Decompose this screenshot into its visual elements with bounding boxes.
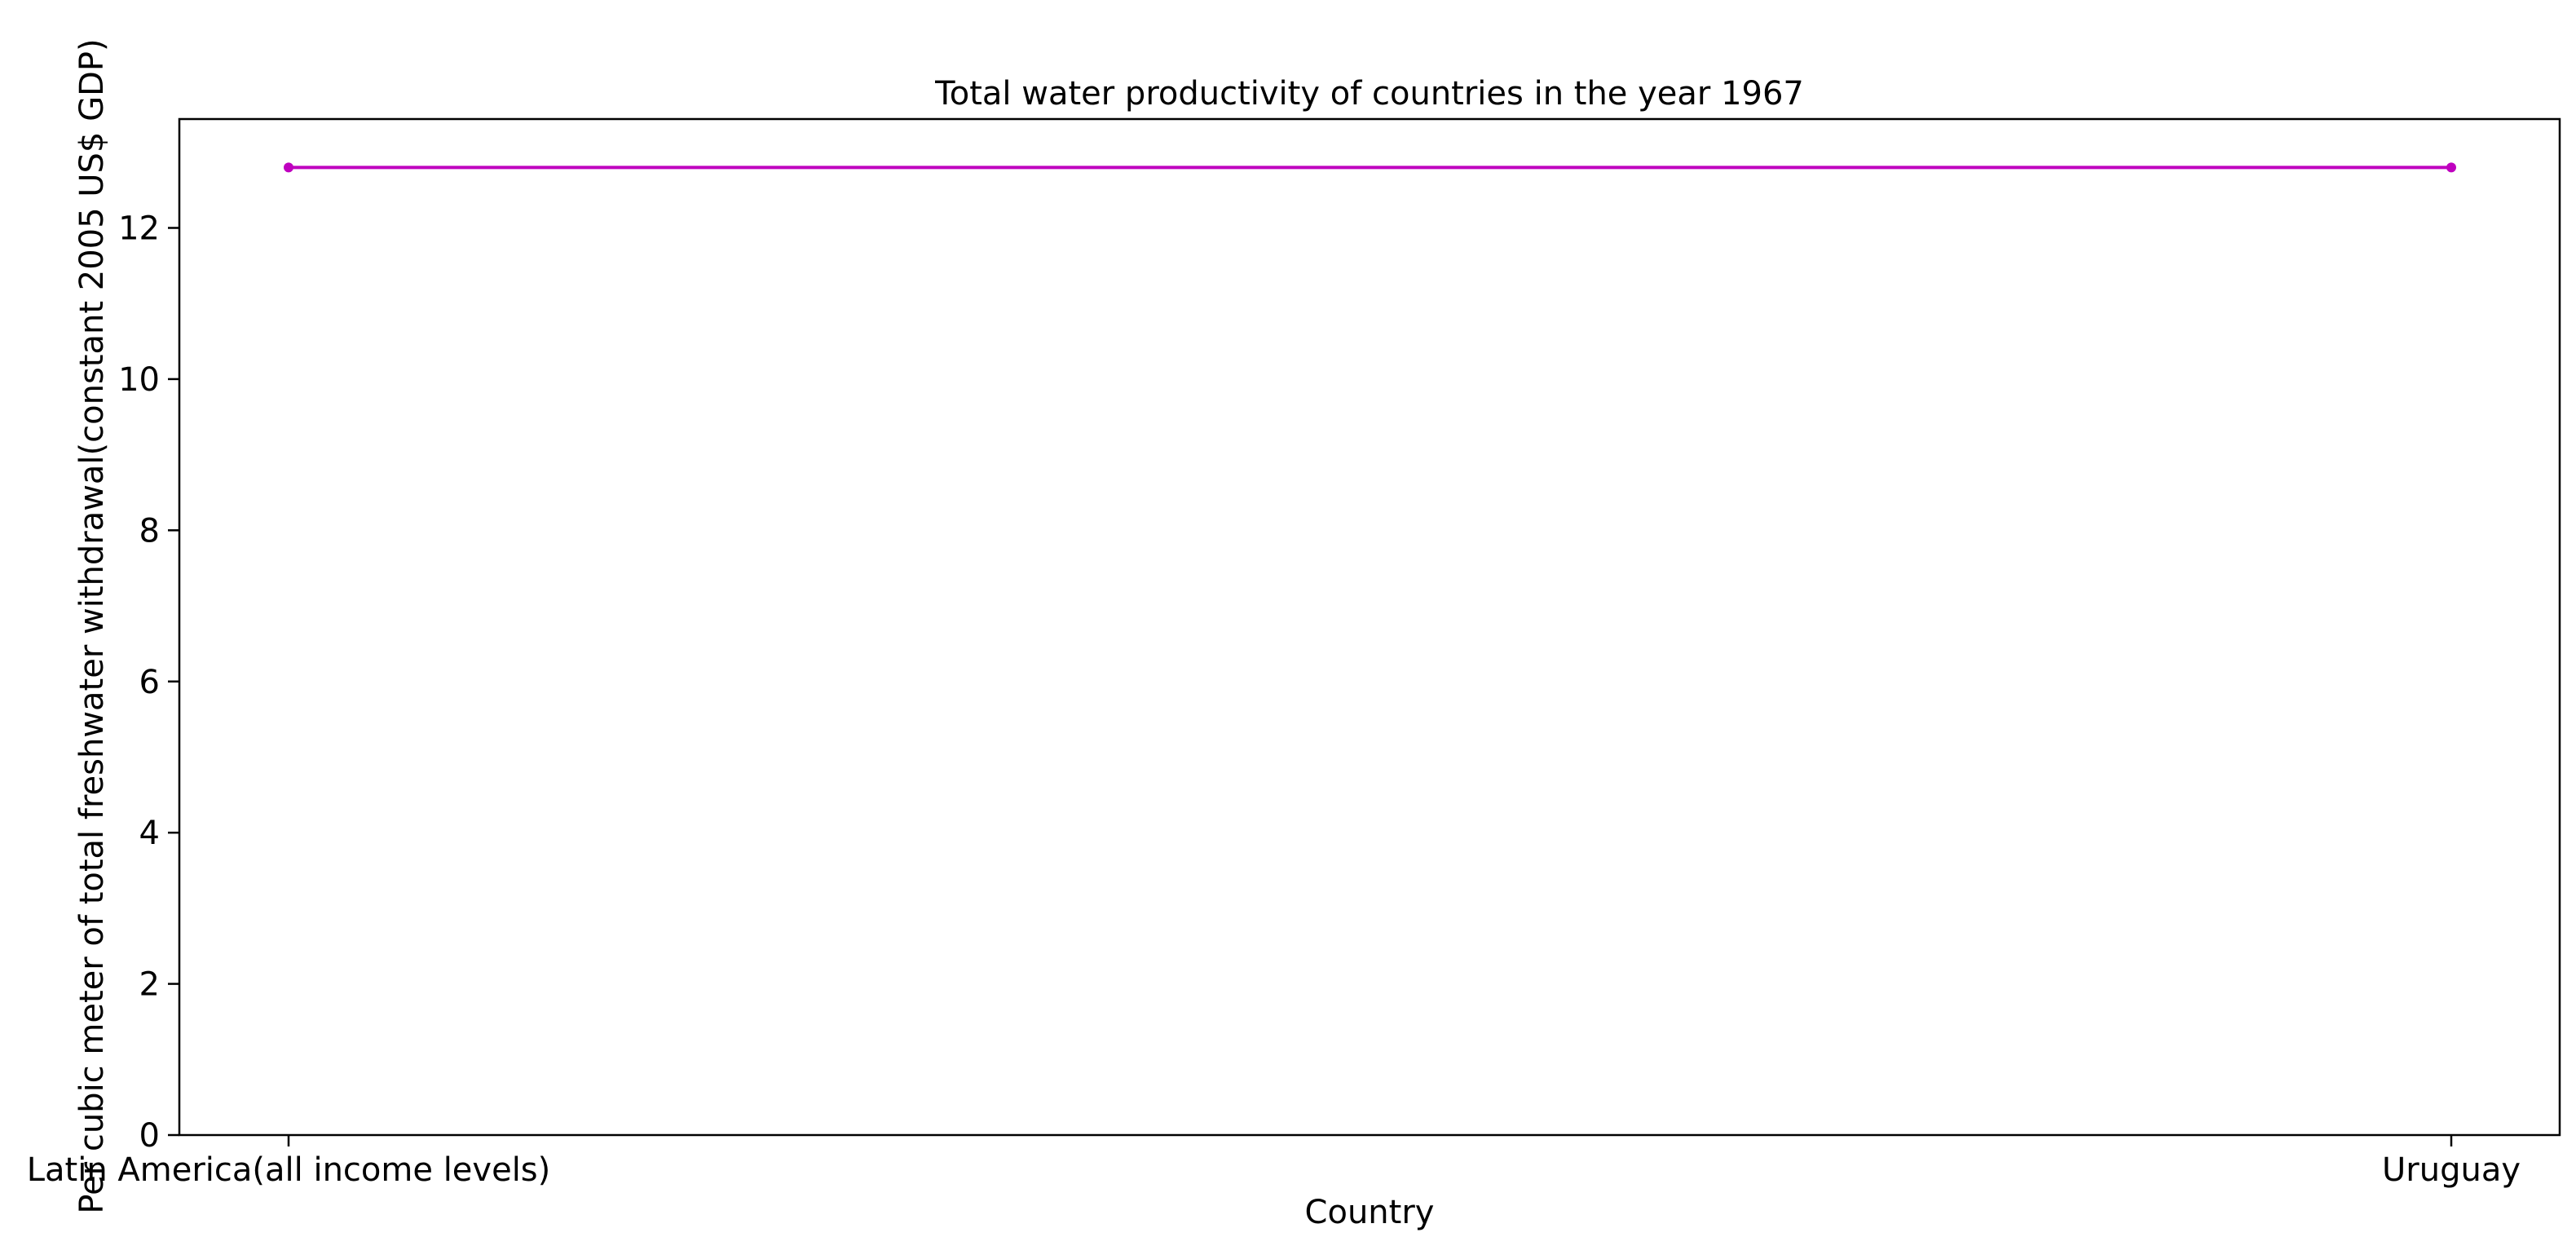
data-point bbox=[2446, 162, 2456, 173]
data-point bbox=[284, 162, 293, 173]
x-tick-label: Uruguay bbox=[2382, 1151, 2521, 1189]
y-tick-label: 2 bbox=[139, 966, 160, 1004]
y-tick-label: 12 bbox=[118, 210, 160, 248]
series-layer bbox=[284, 162, 2456, 173]
plot-area-frame bbox=[178, 117, 2561, 1137]
y-axis-ticks: 0 2 4 6 8 10 12 bbox=[118, 210, 179, 1155]
y-tick-label: 0 bbox=[139, 1117, 160, 1155]
y-axis-label: Per cubic meter of total freshwater with… bbox=[73, 38, 111, 1213]
x-tick-label: Latin America(all income levels) bbox=[27, 1151, 551, 1189]
y-tick-label: 10 bbox=[118, 361, 160, 399]
x-axis-ticks: Latin America(all income levels) Uruguay bbox=[27, 1135, 2521, 1189]
x-axis-label: Country bbox=[1305, 1194, 1435, 1231]
y-tick-label: 6 bbox=[139, 664, 160, 701]
y-tick-label: 4 bbox=[139, 815, 160, 852]
y-tick-label: 8 bbox=[139, 512, 160, 550]
chart-title: Total water productivity of countries in… bbox=[934, 75, 1804, 113]
